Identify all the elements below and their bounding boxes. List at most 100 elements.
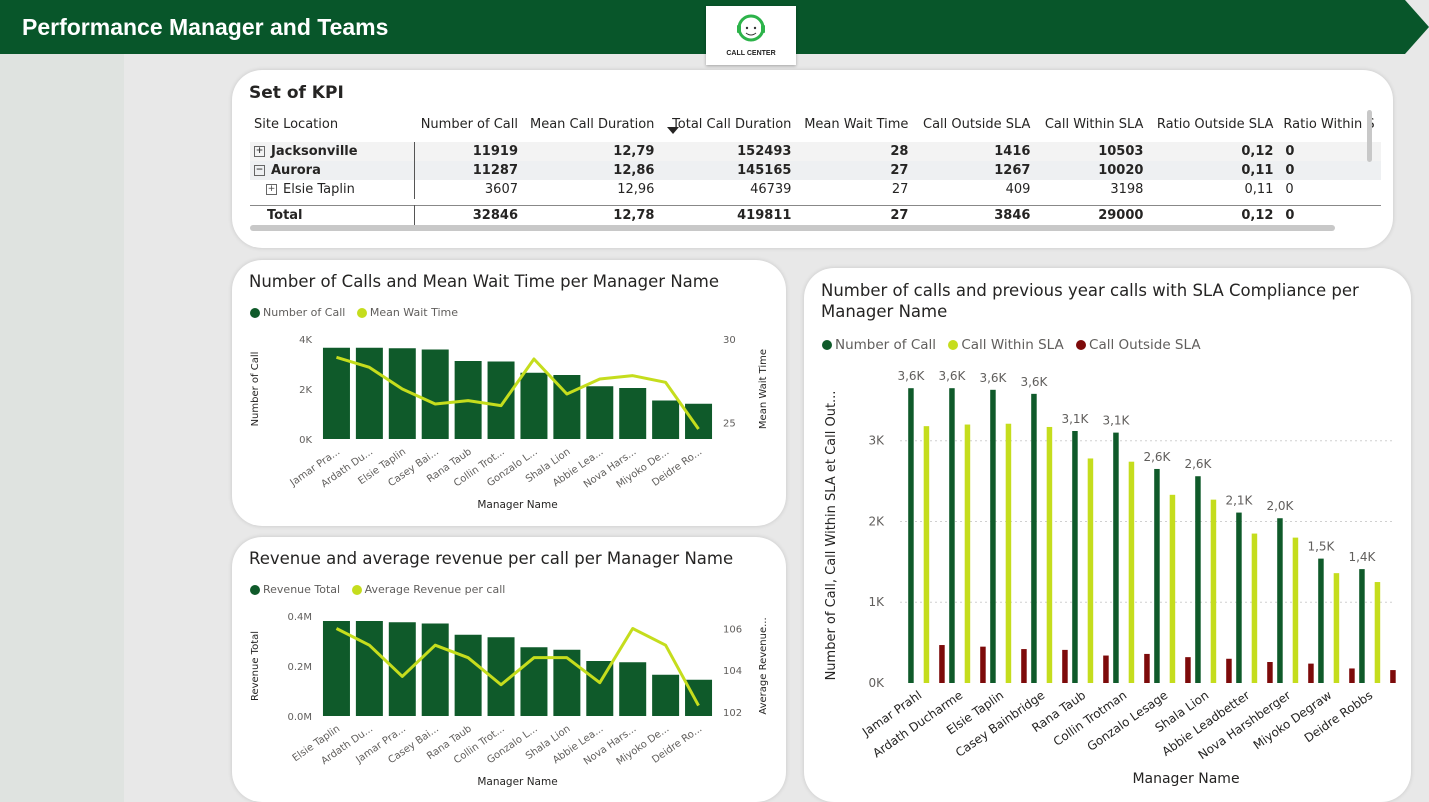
bar-call-outside-sla-7 [1185,657,1191,683]
x-axis-title: Manager Name [1132,771,1239,787]
chart3-plot: 0K 1K 2K 3K 3,6K 3,6K 3,6K 3,6K 3,1K 3,1K 2,6K 2,6K… [824,369,1396,787]
bar-call-within-sla-12 [1374,582,1381,683]
column-header-mean-call-duration[interactable]: Mean Call Duration [530,116,655,132]
column-header-mean-wait-time[interactable]: Mean Wait Time [804,116,909,132]
expand-icon[interactable]: + [254,146,265,157]
legend-dot [250,308,260,318]
bar-call-outside-sla-9 [1267,662,1273,683]
bar-number-of-call-4 [1031,393,1037,683]
table-cell: 419811 [737,208,792,223]
bar-call-outside-sla-4 [1062,649,1068,683]
legend-label: Number of Call [835,337,937,353]
table-row: − Aurora 11287 12,86 145165 27 1267 10020 0,11 0 [250,161,1381,180]
column-header-ratio-outside-sla[interactable]: Ratio Outside SLA [1156,116,1274,132]
table-cell: 1416 [994,144,1031,159]
table-cell: 46739 [750,182,792,197]
legend-item-number-of-call[interactable]: Number of Call [250,306,345,319]
data-label: 2,0K [1266,499,1294,513]
bar-call-within-sla-7 [1169,494,1176,683]
legend-item-mean-wait-time[interactable]: Mean Wait Time [356,306,458,319]
x-axis-title: Manager Name [477,776,557,788]
page-title: Performance Manager and Teams [22,14,389,40]
legend-item-call-within-sla[interactable]: Call Within SLA [948,337,1064,353]
legend-item-call-outside-sla[interactable]: Call Outside SLA [1076,337,1201,353]
legend-item-average-revenue[interactable]: Average Revenue per call [351,583,506,596]
legend-label: Average Revenue per call [364,583,506,596]
left-sidebar [0,53,124,802]
bar-number-of-call-1 [908,388,914,683]
legend-dot [822,340,832,350]
horizontal-scrollbar[interactable] [250,225,1335,231]
chart2-title: Revenue and average revenue per call per… [249,549,734,568]
table-cell: 12,96 [617,182,655,197]
bar-7 [520,372,548,439]
bar-11 [652,400,680,439]
row-label-cell: Total [250,205,415,225]
data-label: 1,4K [1348,550,1376,564]
table-cell: 0 [1285,144,1295,159]
data-label: 2,1K [1225,494,1253,508]
column-header-ratio-within-sla[interactable]: Ratio Within S [1283,116,1375,132]
bar-call-outside-sla-6 [1144,653,1150,683]
y2-tick-label: 102 [723,708,742,719]
legend-label: Mean Wait Time [369,306,458,319]
y2-tick-label: 104 [723,666,742,677]
bar-number-of-call-7 [1154,468,1160,683]
table-cell: 12,86 [613,163,655,178]
vertical-scrollbar[interactable] [1367,110,1372,162]
table-header-row: Site Location Number of Call Mean Call D… [250,106,1381,142]
column-header-total-call-duration[interactable]: Total Call Duration [672,116,792,132]
column-header-call-within-sla[interactable]: Call Within SLA [1044,116,1144,132]
bar-number-of-call-11 [1318,558,1324,683]
table-cell: 32846 [472,208,518,223]
bar-number-of-call-3 [990,389,996,683]
table-cell: 10020 [1098,163,1144,178]
table-cell: 27 [891,182,909,197]
legend-label: Number of Call [263,306,346,319]
row-label-cell: + Jacksonville [250,142,415,161]
y-tick-label: 0.0M [287,712,312,723]
bar-2 [355,347,383,439]
bar-call-within-sla-1 [923,426,930,683]
bar-call-within-sla-5 [1087,458,1094,683]
bar-call-outside-sla-8 [1226,658,1232,683]
table-cell: 0 [1285,163,1295,178]
collapse-icon[interactable]: − [254,165,265,176]
legend-item-number-of-call[interactable]: Number of Call [822,337,936,353]
bar-number-of-call-5 [1072,431,1078,683]
legend-item-revenue-total[interactable]: Revenue Total [250,583,340,596]
bar-1 [322,347,350,439]
calls-waittime-card: Number of Calls and Mean Wait Time per M… [232,260,786,526]
bar-2 [355,621,383,716]
bar-11 [652,674,680,716]
legend-label: Call Outside SLA [1089,337,1201,353]
line-series-average-revenue-per-call [335,627,700,707]
bar-9 [586,386,614,439]
bar-number-of-call-10 [1277,518,1283,683]
legend-dot [948,340,959,350]
bar-4 [421,623,449,716]
chart1-title: Number of Calls and Mean Wait Time per M… [249,272,720,291]
bar-number-of-call-6 [1113,432,1119,683]
y-tick-label: 0.2M [287,662,312,673]
bar-number-of-call-8 [1195,476,1201,683]
column-header-number-of-call[interactable]: Number of Call [420,116,518,132]
column-header-call-outside-sla[interactable]: Call Outside SLA [923,116,1031,132]
table-cell: 152493 [737,144,792,159]
table-cell: 11919 [472,144,518,159]
y2-tick-label: 106 [723,625,742,636]
bar-number-of-call-9 [1236,512,1242,683]
bar-call-within-sla-2 [964,424,971,683]
y-tick-label: 0K [299,435,312,446]
table-cell: 0,11 [1241,163,1274,178]
y2-axis-title: Mean Wait Time [758,349,769,429]
table-cell: 1267 [994,163,1031,178]
kpi-table: Site Location Number of Call Mean Call D… [250,106,1381,225]
data-label: 3,6K [897,369,925,383]
expand-icon[interactable]: + [266,184,277,195]
table-cell: 27 [890,208,909,223]
legend-dot [250,585,260,595]
column-header-site-location[interactable]: Site Location [254,116,339,132]
